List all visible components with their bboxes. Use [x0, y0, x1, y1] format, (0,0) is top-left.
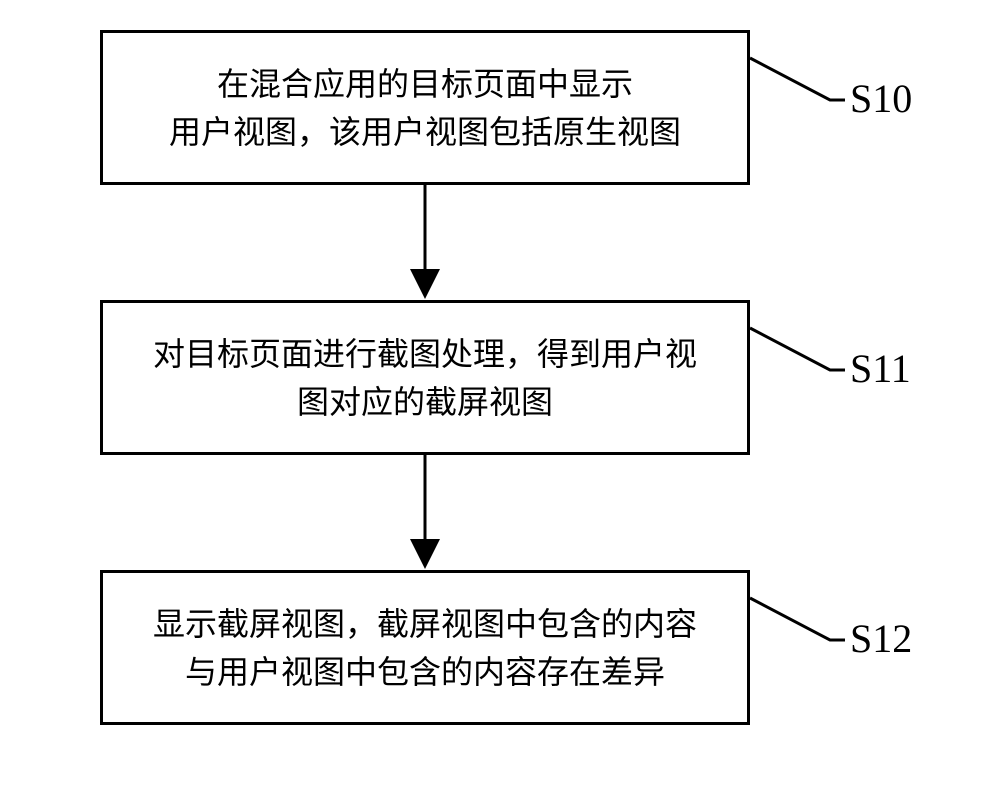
step-callout: [750, 598, 845, 640]
flow-step-s12-label: S12: [850, 615, 912, 662]
flow-step-s11-label: S11: [850, 345, 911, 392]
flow-step-s12-text: 显示截屏视图，截屏视图中包含的内容 与用户视图中包含的内容存在差异: [153, 600, 697, 696]
flow-step-s11-text: 对目标页面进行截图处理，得到用户视 图对应的截屏视图: [153, 330, 697, 426]
flow-step-s12: 显示截屏视图，截屏视图中包含的内容 与用户视图中包含的内容存在差异: [100, 570, 750, 725]
flow-step-s10-label: S10: [850, 75, 912, 122]
flow-step-s11: 对目标页面进行截图处理，得到用户视 图对应的截屏视图: [100, 300, 750, 455]
flow-step-s10-text: 在混合应用的目标页面中显示 用户视图，该用户视图包括原生视图: [169, 60, 681, 156]
flow-step-s10: 在混合应用的目标页面中显示 用户视图，该用户视图包括原生视图: [100, 30, 750, 185]
step-callout: [750, 328, 845, 370]
step-callout: [750, 58, 845, 100]
